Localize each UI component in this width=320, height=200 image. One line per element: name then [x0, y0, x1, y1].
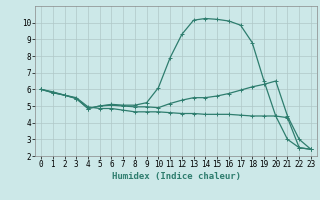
X-axis label: Humidex (Indice chaleur): Humidex (Indice chaleur) — [111, 172, 241, 181]
